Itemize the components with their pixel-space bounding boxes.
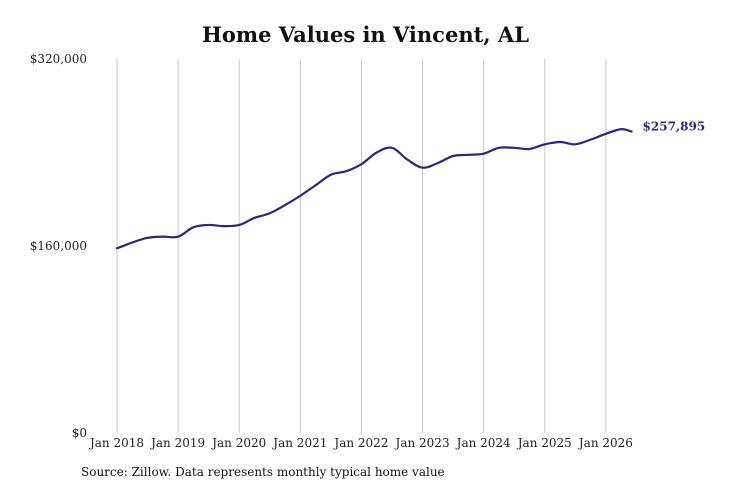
x-tick-label: Jan 2023 <box>394 436 450 450</box>
x-tick-label: Jan 2018 <box>88 436 144 450</box>
x-tick-label: Jan 2021 <box>271 436 327 450</box>
y-tick-label: $160,000 <box>30 239 87 253</box>
x-tick-label: Jan 2024 <box>455 436 511 450</box>
end-value-label: $257,895 <box>643 120 706 134</box>
chart-title: Home Values in Vincent, AL <box>202 22 529 47</box>
series-line <box>115 128 633 250</box>
x-tick-label: Jan 2026 <box>577 436 633 450</box>
y-tick-label: $320,000 <box>30 52 87 66</box>
x-tick-label: Jan 2019 <box>149 436 205 450</box>
source-note: Source: Zillow. Data represents monthly … <box>81 465 445 479</box>
x-tick-label: Jan 2025 <box>516 436 572 450</box>
x-tick-label: Jan 2020 <box>210 436 266 450</box>
x-tick-label: Jan 2022 <box>332 436 388 450</box>
y-tick-label: $0 <box>72 426 87 440</box>
